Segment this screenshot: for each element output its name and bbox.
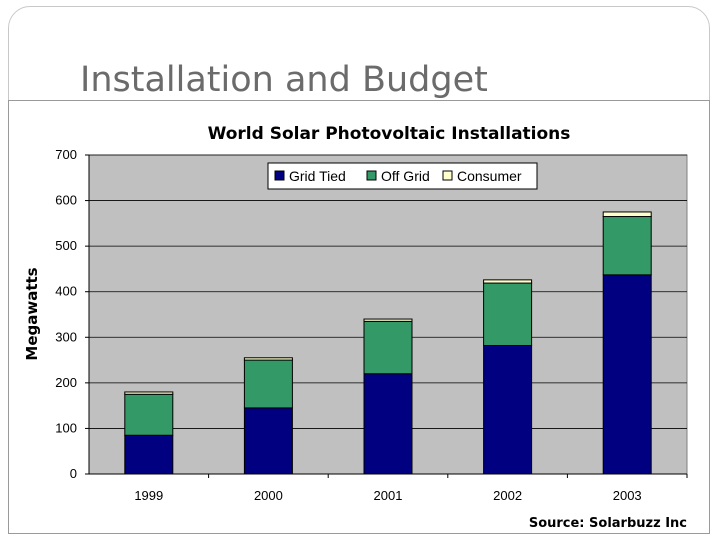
- y-tick-label: 0: [70, 466, 77, 481]
- x-tick-label: 2003: [613, 488, 642, 503]
- chart-area: World Solar Photovoltaic Installations M…: [8, 100, 710, 534]
- legend-label: Consumer: [457, 168, 522, 184]
- slide-title: Installation and Budget: [80, 60, 488, 100]
- y-tick-label: 300: [55, 329, 77, 344]
- legend-box: [267, 162, 538, 190]
- y-tick-label: 700: [55, 147, 77, 162]
- bar-grid-tied: [124, 434, 174, 475]
- y-tick-label: 400: [55, 284, 77, 299]
- bar-off-grid: [602, 216, 652, 276]
- legend-swatch: [442, 170, 453, 181]
- y-axis-label: Megawatts: [23, 267, 41, 360]
- bar-off-grid: [483, 282, 533, 346]
- chart-title: World Solar Photovoltaic Installations: [208, 124, 571, 144]
- y-tick-label: 200: [55, 375, 77, 390]
- bar-grid-tied: [243, 407, 293, 475]
- chart-source: Source: Solarbuzz Inc: [529, 516, 687, 531]
- y-tick-label: 600: [55, 193, 77, 208]
- y-tick-label: 500: [55, 238, 77, 253]
- bar-consumer: [483, 279, 533, 284]
- x-tick-label: 2002: [493, 488, 522, 503]
- y-tick-label: 100: [55, 420, 77, 435]
- legend-label: Grid Tied: [289, 168, 346, 184]
- bar-grid-tied: [363, 373, 413, 475]
- chart-svg: World Solar Photovoltaic Installations M…: [23, 124, 688, 531]
- legend-swatch: [274, 170, 285, 181]
- bar-consumer: [124, 391, 174, 395]
- bar-consumer: [363, 318, 413, 322]
- x-tick-label: 1999: [134, 488, 163, 503]
- x-tick-label: 2001: [374, 488, 403, 503]
- legend-label: Off Grid: [381, 168, 430, 184]
- bar-off-grid: [124, 393, 174, 436]
- bar-grid-tied: [602, 274, 652, 475]
- bar-consumer: [602, 211, 652, 218]
- x-tick-label: 2000: [254, 488, 283, 503]
- legend: Grid Tied Off Grid Consumer: [267, 162, 538, 190]
- bar-off-grid: [243, 359, 293, 409]
- bar-off-grid: [363, 320, 413, 375]
- legend-swatch: [366, 170, 377, 181]
- bar-consumer: [243, 357, 293, 361]
- bar-grid-tied: [483, 344, 533, 475]
